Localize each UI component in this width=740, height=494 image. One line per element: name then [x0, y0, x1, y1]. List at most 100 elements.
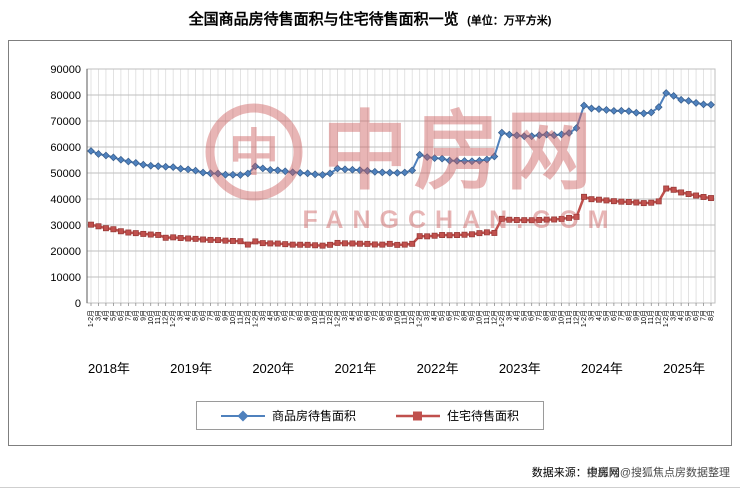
svg-text:7月: 7月: [535, 310, 543, 321]
svg-text:1-2月: 1-2月: [498, 310, 506, 327]
svg-text:12月: 12月: [244, 310, 252, 325]
svg-text:10月: 10月: [311, 310, 319, 325]
svg-text:5月: 5月: [602, 310, 610, 321]
page-title: 全国商品房待售面积与住宅待售面积一览: [188, 11, 459, 28]
svg-text:5月: 5月: [438, 310, 446, 321]
data-source-prefix: 数据来源：中房网: [531, 467, 620, 479]
svg-text:6月: 6月: [528, 310, 536, 321]
svg-text:7月: 7月: [207, 310, 215, 321]
svg-text:8月: 8月: [296, 310, 304, 321]
svg-text:2020年: 2020年: [252, 361, 294, 376]
svg-text:12月: 12月: [408, 310, 416, 325]
svg-text:6月: 6月: [199, 310, 207, 321]
data-source-overlay: 搜狐号@搜狐焦点房数据整理: [586, 467, 730, 479]
svg-text:10000: 10000: [50, 272, 81, 284]
svg-text:7月: 7月: [617, 310, 625, 321]
svg-text:1-2月: 1-2月: [251, 310, 259, 327]
svg-text:10月: 10月: [640, 310, 648, 325]
svg-text:12月: 12月: [162, 310, 170, 325]
svg-text:12月: 12月: [573, 310, 581, 325]
svg-text:8月: 8月: [460, 310, 468, 321]
svg-text:9月: 9月: [632, 310, 640, 321]
svg-text:4月: 4月: [184, 310, 192, 321]
svg-text:60000: 60000: [50, 142, 81, 154]
svg-text:9月: 9月: [386, 310, 394, 321]
svg-text:80000: 80000: [50, 90, 81, 102]
svg-text:5月: 5月: [356, 310, 364, 321]
unit-label: (单位：万平方米): [467, 15, 552, 27]
svg-text:5月: 5月: [274, 310, 282, 321]
svg-text:5月: 5月: [520, 310, 528, 321]
svg-text:2024年: 2024年: [581, 361, 623, 376]
legend-label-commercial: 商品房待售面积: [271, 409, 356, 423]
svg-text:1-2月: 1-2月: [416, 310, 424, 327]
svg-text:2023年: 2023年: [499, 361, 541, 376]
svg-text:8月: 8月: [707, 310, 715, 321]
svg-text:3月: 3月: [670, 310, 678, 321]
svg-text:1-2月: 1-2月: [580, 310, 588, 327]
svg-text:5月: 5月: [685, 310, 693, 321]
svg-text:8月: 8月: [625, 310, 633, 321]
svg-text:20000: 20000: [50, 246, 81, 258]
svg-text:3月: 3月: [505, 310, 513, 321]
svg-text:2022年: 2022年: [417, 361, 459, 376]
svg-text:2025年: 2025年: [663, 361, 705, 376]
svg-text:50000: 50000: [50, 168, 81, 180]
svg-text:4月: 4月: [431, 310, 439, 321]
legend-item-commercial: 商品房待售面积: [220, 407, 356, 424]
svg-text:7月: 7月: [371, 310, 379, 321]
svg-text:0: 0: [75, 298, 81, 310]
chart-figure: 0 10000 20000 30000 40000 50000 60000 70000 8000…: [8, 40, 732, 446]
svg-text:8月: 8月: [132, 310, 140, 321]
svg-text:7月: 7月: [124, 310, 132, 321]
svg-text:2018年: 2018年: [88, 361, 130, 376]
svg-text:1-2月: 1-2月: [662, 310, 670, 327]
svg-text:11月: 11月: [565, 310, 573, 324]
legend-marker-residential-icon: [396, 411, 440, 420]
svg-text:6月: 6月: [610, 310, 618, 321]
svg-text:90000: 90000: [50, 64, 81, 76]
svg-text:10月: 10月: [229, 310, 237, 325]
svg-text:11月: 11月: [154, 310, 162, 324]
svg-text:3月: 3月: [94, 310, 102, 321]
svg-text:2021年: 2021年: [335, 361, 377, 376]
svg-text:6月: 6月: [446, 310, 454, 321]
data-source-line: 数据来源：中房网 搜狐号@搜狐焦点房数据整理: [532, 464, 730, 480]
legend-item-residential: 住宅待售面积: [396, 407, 519, 424]
svg-text:1-2月: 1-2月: [169, 310, 177, 327]
svg-text:11月: 11月: [647, 310, 655, 324]
svg-text:4月: 4月: [677, 310, 685, 321]
svg-text:4月: 4月: [266, 310, 274, 321]
svg-text:11月: 11月: [483, 310, 491, 324]
svg-text:6月: 6月: [363, 310, 371, 321]
svg-text:11月: 11月: [319, 310, 327, 324]
svg-text:8月: 8月: [543, 310, 551, 321]
svg-text:12月: 12月: [326, 310, 334, 325]
svg-text:8月: 8月: [378, 310, 386, 321]
svg-text:9月: 9月: [304, 310, 312, 321]
svg-text:8月: 8月: [214, 310, 222, 321]
legend-marker-commercial-icon: [220, 410, 265, 421]
svg-text:2019年: 2019年: [170, 361, 212, 376]
svg-text:10月: 10月: [558, 310, 566, 325]
svg-text:3月: 3月: [587, 310, 595, 321]
svg-text:6月: 6月: [281, 310, 289, 321]
svg-text:4月: 4月: [348, 310, 356, 321]
chart-canvas: 0 10000 20000 30000 40000 50000 60000 70000 8000…: [50, 64, 716, 376]
svg-text:4月: 4月: [595, 310, 603, 321]
svg-text:5月: 5月: [109, 310, 117, 321]
svg-text:11月: 11月: [401, 310, 409, 324]
svg-text:11月: 11月: [236, 310, 244, 324]
svg-text:9月: 9月: [139, 310, 147, 321]
legend-label-residential: 住宅待售面积: [447, 409, 520, 423]
svg-text:9月: 9月: [468, 310, 476, 321]
svg-text:40000: 40000: [50, 194, 81, 206]
svg-text:12月: 12月: [490, 310, 498, 325]
svg-text:10月: 10月: [393, 310, 401, 325]
svg-text:1-2月: 1-2月: [87, 310, 95, 327]
chart-title-row: 全国商品房待售面积与住宅待售面积一览 (单位：万平方米): [0, 8, 740, 29]
bottom-divider: [0, 487, 740, 488]
svg-text:1-2月: 1-2月: [334, 310, 342, 327]
svg-text:6月: 6月: [692, 310, 700, 321]
svg-text:4月: 4月: [102, 310, 110, 321]
